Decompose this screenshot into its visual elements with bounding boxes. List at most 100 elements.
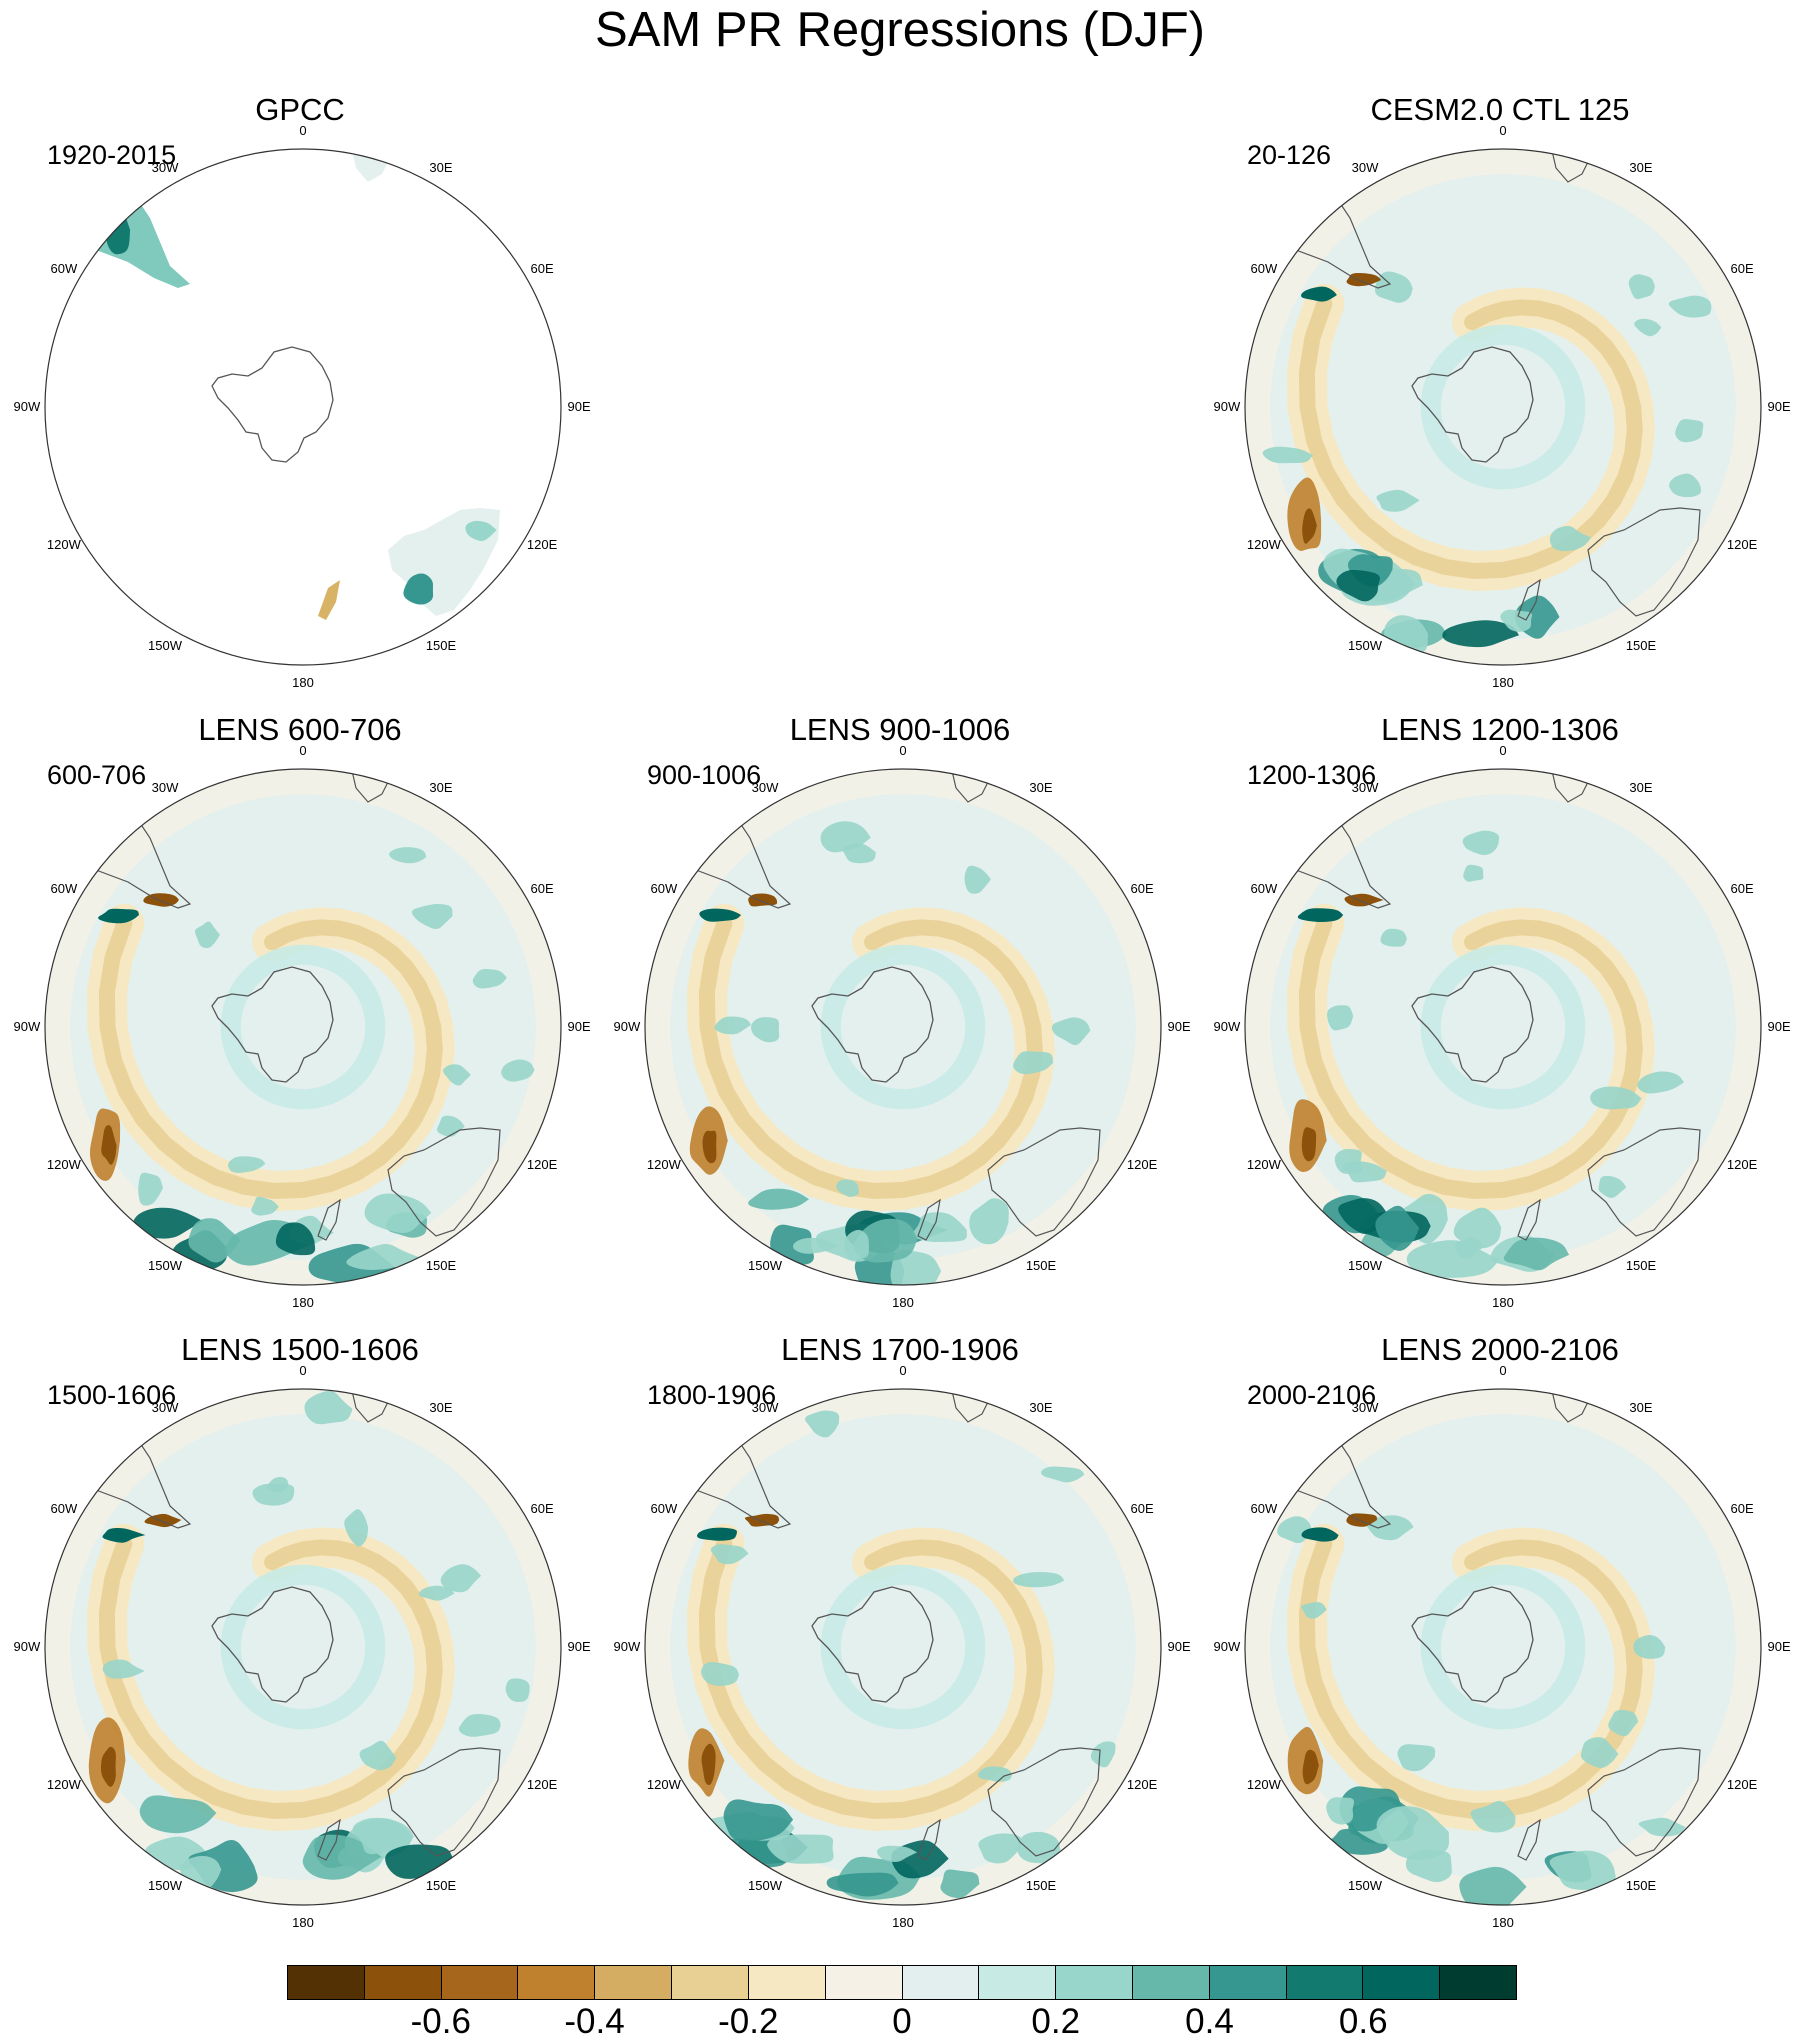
positive-anomaly-blob [1334,1148,1363,1174]
positive-anomaly-blob [364,1193,432,1233]
land-data-patch [350,149,398,182]
coastline [387,1127,501,1237]
positive-anomaly-blob [964,865,991,894]
precip-regression-field [45,149,561,665]
longitude-label: 150E [1626,1878,1657,1893]
positive-anomaly-blob [826,1872,899,1897]
positive-anomaly-blob [804,1410,840,1438]
longitude-label: 180 [1492,1915,1514,1930]
positive-anomaly-blob [977,1766,1012,1782]
positive-anomaly-blob [890,1249,942,1285]
map-border [1244,148,1762,666]
colorbar-swatch [595,1966,673,1999]
longitude-label: 150W [148,638,183,653]
colorbar-swatch [1209,1966,1287,1999]
positive-anomaly-blob [227,1156,266,1174]
positive-anomaly-blob [188,1218,241,1263]
negative-band-core [698,1535,1043,1820]
positive-anomaly-blob [98,908,139,924]
longitude-label: 30W [1352,160,1379,175]
colorbar-swatch [748,1966,826,1999]
map-border [644,768,1162,1286]
coastline [1517,578,1541,621]
negative-anomaly-blob [1344,893,1384,907]
positive-ring [820,944,986,1110]
positive-anomaly-blob [836,1179,859,1198]
longitude-label: 60E [531,881,554,896]
figure-title: SAM PR Regressions (DJF) [595,3,1205,57]
longitude-label: 120E [1727,1777,1758,1792]
colorbar-swatch [1363,1966,1441,1999]
longitude-label: 60E [1131,881,1154,896]
positive-anomaly-blob [385,1844,454,1879]
precip-regression-field [645,1389,1161,1905]
positive-anomaly-blob [133,1207,203,1239]
longitude-label: 150E [1026,1878,1057,1893]
longitude-label: 30W [152,780,179,795]
positive-anomaly-blob [1326,1797,1355,1825]
positive-anomaly-blob [418,1585,455,1601]
positive-anomaly-blob [1017,1831,1061,1864]
antarctica-coastline [1411,966,1534,1083]
map-panel: 0 30E 60E 90E 120E 150E 180 150W 120W 90W 60W 30W GP… [0,90,600,720]
longitude-label: 60E [1731,1501,1754,1516]
longitude-label: 90W [1214,1639,1241,1654]
negative-anomaly-core [100,1746,116,1787]
coastline [387,1747,501,1857]
precip-regression-field [1245,149,1761,665]
positive-anomaly-blob [1549,525,1592,552]
positive-anomaly-blob [701,1662,739,1686]
longitude-label: 0 [1499,123,1506,138]
longitude-label: 30W [152,1400,179,1415]
positive-anomaly-blob [501,1059,535,1082]
positive-anomaly-blob [302,1834,382,1880]
precip-regression-field [1245,769,1761,1285]
panel-title: CESM2.0 CTL 125 [1370,92,1630,127]
colorbar-swatch [1286,1966,1364,1999]
longitude-label: 90E [1768,1019,1791,1034]
negative-anomaly-blob [748,893,778,907]
positive-anomaly-blob [912,1212,967,1243]
positive-anomaly-blob [1366,1515,1414,1541]
positive-anomaly-blob [1040,1466,1085,1483]
antarctica-coastline [811,966,934,1083]
positive-anomaly-blob [251,1196,279,1216]
longitude-label: 150E [426,1878,457,1893]
positive-anomaly-blob [696,1527,738,1541]
longitude-label: 30E [1629,160,1652,175]
positive-anomaly-blob [1503,1237,1570,1271]
longitude-label: 30E [1629,1400,1652,1415]
positive-anomaly-blob [1637,1071,1685,1094]
positive-anomaly-blob [1580,1737,1619,1768]
positive-anomaly-blob [820,821,871,853]
longitude-label: 30W [152,160,179,175]
longitude-label: 0 [299,743,306,758]
positive-anomaly-blob [714,1016,752,1035]
longitude-label: 60E [1731,261,1754,276]
polar-stereographic-map: 0 30E 60E 90E 120E 150E 180 150W 120W 90W 60W 30W [14,743,591,1310]
precip-regression-field [645,769,1161,1285]
polar-stereographic-map: 0 30E 60E 90E 120E 150E 180 150W 120W 90W 60W 30W [614,1363,1191,1930]
positive-anomaly-blob [411,904,453,930]
colorbar-tick-label: 0 [892,2002,912,2041]
longitude-label: 180 [292,1295,314,1310]
longitude-label: 90E [568,1019,591,1034]
positive-anomaly-blob [1459,1866,1527,1905]
panel-title: LENS 600-706 [198,712,402,747]
positive-anomaly-blob [1453,1207,1502,1249]
longitude-label: 150W [748,1878,783,1893]
negative-band-core [1298,915,1643,1200]
negative-anomaly-blob [1346,273,1382,287]
positive-anomaly-blob [275,1222,316,1256]
colorbar-swatch [902,1966,980,1999]
positive-anomaly-blob [1397,1744,1436,1772]
positive-anomaly-blob [139,1795,217,1834]
positive-anomaly-blob [1638,1817,1686,1837]
longitude-label: 120E [1727,537,1758,552]
positive-anomaly-blob [1301,1602,1327,1619]
colorbar-swatch [288,1966,365,1999]
longitude-label: 90E [1768,399,1791,414]
longitude-label: 150E [1026,1258,1057,1273]
longitude-label: 150E [426,638,457,653]
longitude-label: 60E [531,261,554,276]
